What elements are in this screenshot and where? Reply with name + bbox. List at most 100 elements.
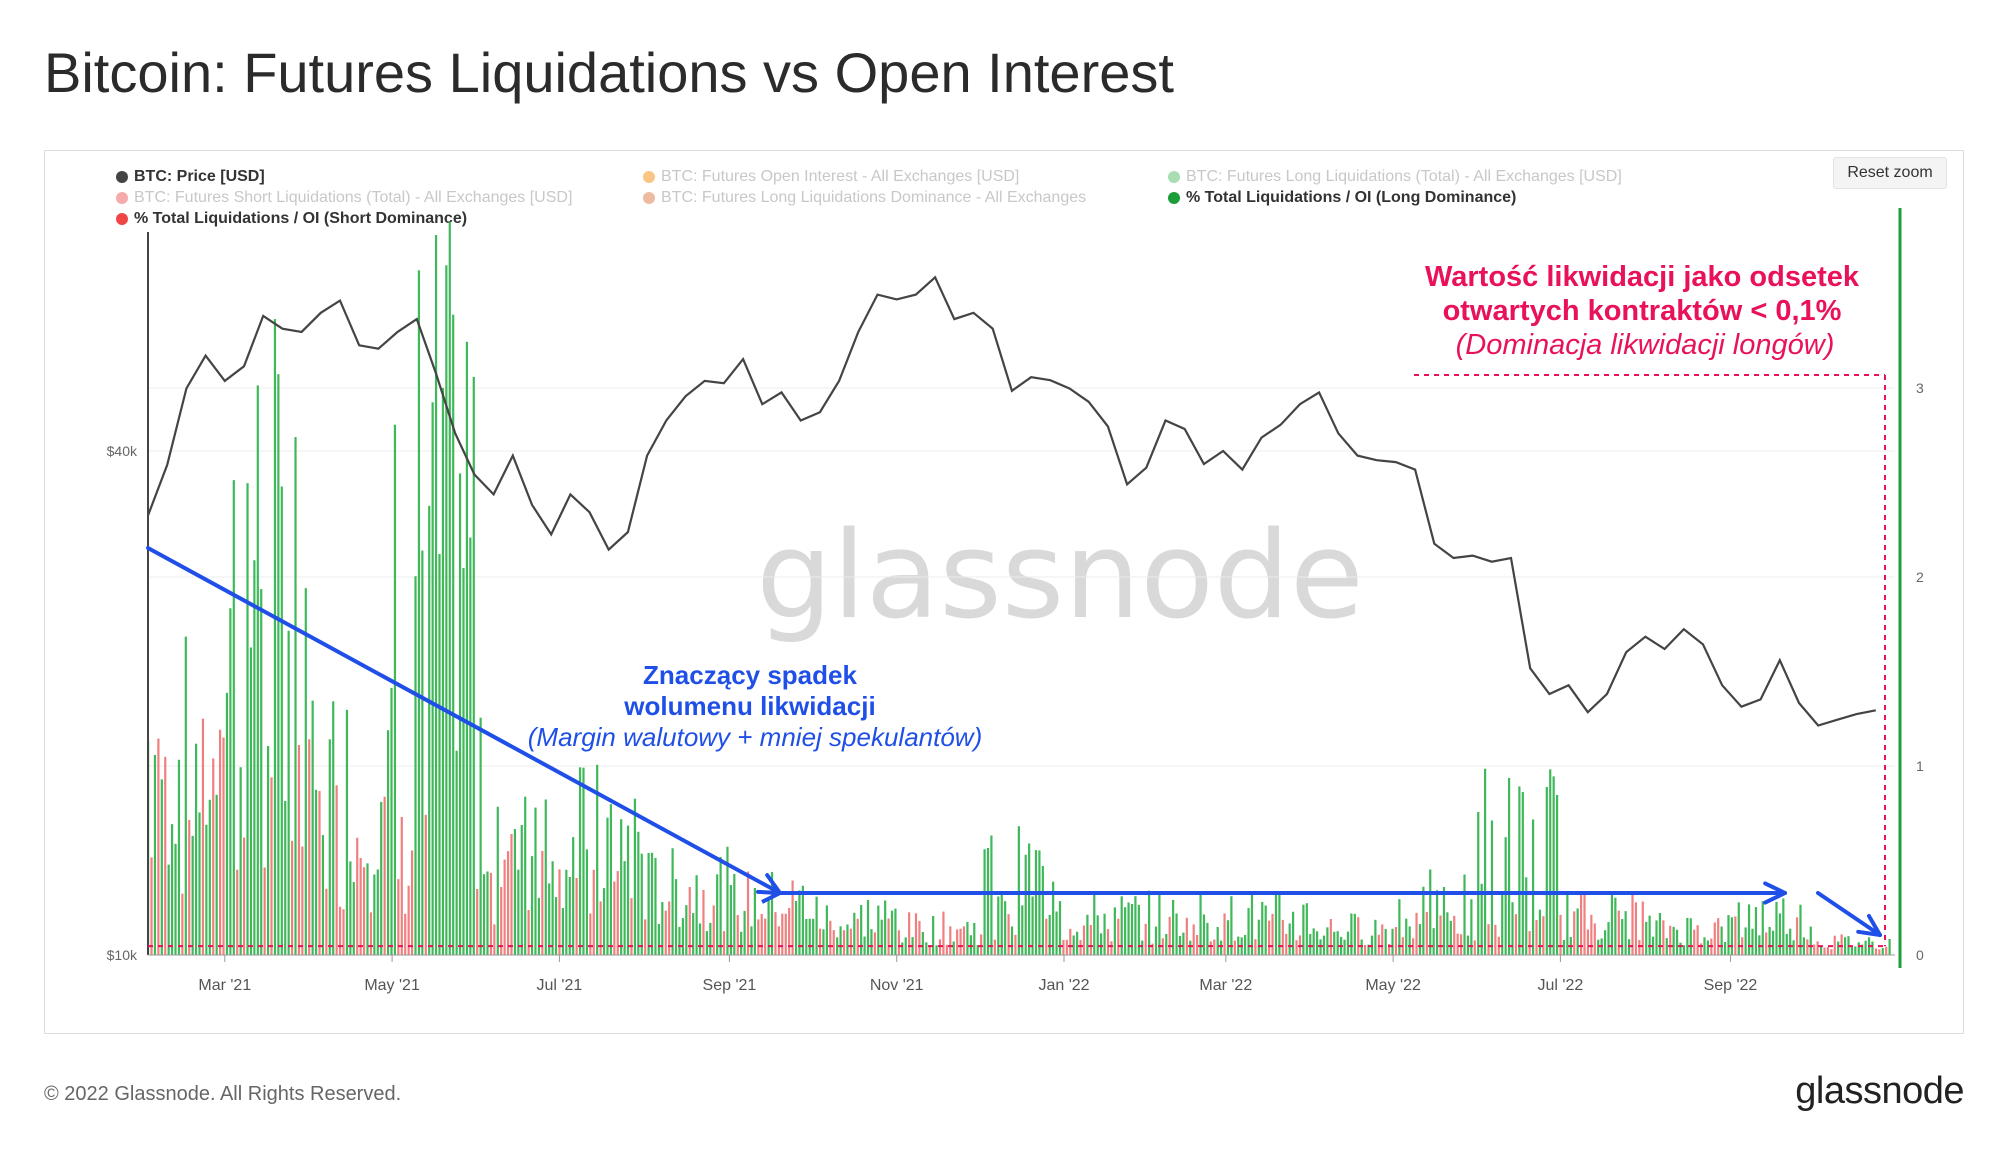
short-dominance-bar	[335, 785, 338, 955]
long-dominance-bar	[1864, 940, 1867, 955]
long-dominance-bar	[1052, 881, 1055, 955]
long-dominance-bar	[1627, 939, 1631, 955]
long-dominance-bar	[695, 875, 698, 955]
long-dominance-bar	[1103, 913, 1106, 955]
reset-zoom-button[interactable]: Reset zoom	[1833, 157, 1947, 189]
x-tick-label: Mar '21	[198, 977, 251, 994]
long-dominance-bar	[1230, 896, 1233, 955]
x-tick-label: May '22	[1365, 977, 1421, 994]
short-dominance-bar	[242, 837, 246, 955]
short-dominance-bar	[383, 796, 386, 955]
long-dominance-bar	[1614, 897, 1617, 955]
long-dominance-bar	[1525, 877, 1528, 955]
long-dominance-bar	[880, 919, 883, 955]
long-dominance-bar	[825, 905, 828, 955]
legend-item-short-liquidations[interactable]: BTC: Futures Short Liquidations (Total) …	[116, 189, 572, 207]
short-dominance-bar	[788, 908, 791, 955]
short-dominance-bar	[784, 913, 787, 955]
long-dominance-bar	[455, 750, 458, 955]
short-dominance-bar	[1439, 915, 1442, 955]
short-dominance-bar	[362, 867, 366, 955]
long-dominance-bar	[1278, 893, 1281, 955]
long-dominance-bar	[1888, 938, 1891, 955]
long-dominance-bar	[990, 835, 993, 955]
long-dominance-bar	[884, 900, 887, 955]
long-dominance-bar	[921, 932, 924, 955]
long-dominance-bar	[260, 589, 263, 955]
long-dominance-bar	[1672, 926, 1675, 955]
legend-item-price[interactable]: BTC: Price [USD]	[116, 168, 265, 186]
short-dominance-bar	[1007, 914, 1010, 955]
long-dominance-bar	[1689, 918, 1692, 955]
legend-item-long-liquidations[interactable]: BTC: Futures Long Liquidations (Total) -…	[1168, 168, 1622, 186]
short-dominance-bar	[1542, 916, 1545, 955]
short-dominance-bar	[842, 930, 846, 955]
long-dominance-bar	[1754, 907, 1758, 955]
long-dominance-bar	[743, 910, 746, 955]
legend-label: BTC: Futures Short Liquidations (Total) …	[134, 189, 573, 206]
long-dominance-bar	[486, 871, 489, 955]
long-dominance-bar	[681, 918, 684, 955]
long-dominance-bar	[441, 387, 445, 955]
long-dominance-bar	[1802, 937, 1806, 955]
short-dominance-bar	[945, 944, 948, 955]
long-dominance-bar	[1405, 918, 1408, 955]
long-dominance-bar	[1785, 934, 1788, 955]
short-dominance-bar	[1806, 939, 1809, 955]
short-dominance-bar	[1638, 940, 1641, 955]
short-dominance-bar	[856, 918, 859, 955]
short-dominance-bar	[599, 901, 602, 955]
long-dominance-bar	[1096, 915, 1099, 955]
short-dominance-bar	[1885, 946, 1888, 955]
short-dominance-bar	[476, 888, 479, 955]
long-dominance-bar	[986, 847, 990, 955]
long-dominance-bar	[1309, 934, 1312, 955]
x-tick-label: Nov '21	[870, 977, 924, 994]
long-dominance-bar	[1778, 913, 1782, 955]
page-title: Bitcoin: Futures Liquidations vs Open In…	[44, 41, 1174, 104]
short-dominance-bar	[1456, 933, 1459, 955]
long-dominance-bar	[925, 942, 928, 955]
long-dominance-bar	[170, 824, 174, 955]
long-dominance-bar	[1751, 928, 1754, 955]
long-dominance-bar	[393, 424, 397, 955]
short-dominance-bar	[410, 850, 414, 955]
long-dominance-bar	[565, 869, 568, 955]
long-dominance-bar	[1720, 926, 1723, 955]
legend-dot-icon	[643, 171, 655, 183]
long-dominance-bar	[1655, 920, 1658, 955]
long-dominance-bar	[1429, 869, 1432, 955]
long-dominance-bar	[952, 941, 955, 955]
legend-item-short-dominance[interactable]: % Total Liquidations / OI (Short Dominan…	[116, 210, 467, 228]
long-dominance-bar	[1305, 903, 1308, 955]
long-dominance-bar	[1130, 904, 1134, 955]
long-dominance-bar	[1199, 894, 1202, 955]
annotation-blue-line1: Znaczący spadek	[643, 660, 857, 690]
long-dominance-bar	[1120, 896, 1123, 955]
short-dominance-bar	[575, 877, 578, 955]
long-dominance-bar	[1028, 843, 1031, 955]
legend-item-open-interest[interactable]: BTC: Futures Open Interest - All Exchang…	[643, 168, 1019, 186]
legend-item-long-dominance[interactable]: % Total Liquidations / OI (Long Dominanc…	[1168, 189, 1516, 207]
short-dominance-bar	[1634, 902, 1638, 955]
long-dominance-bar	[716, 874, 719, 955]
long-dominance-bar	[698, 923, 702, 955]
short-dominance-bar	[908, 912, 911, 955]
legend-item-long-dominance-all[interactable]: BTC: Futures Long Liquidations Dominance…	[643, 189, 1086, 207]
long-dominance-bar	[1549, 769, 1552, 955]
short-dominance-bar	[1281, 919, 1284, 955]
long-dominance-bar	[661, 902, 664, 955]
long-dominance-bar	[544, 799, 547, 955]
long-dominance-bar	[678, 926, 681, 955]
long-dominance-bar	[496, 806, 499, 955]
long-dominance-bar	[1737, 902, 1740, 955]
long-dominance-bar	[1432, 928, 1435, 955]
y-tick-label-right: 1	[1916, 758, 1924, 774]
long-dominance-bar	[1189, 940, 1192, 955]
short-dominance-bar	[527, 910, 530, 955]
long-dominance-bar	[733, 873, 736, 955]
short-dominance-bar	[1795, 917, 1799, 955]
legend-dot-icon	[116, 171, 128, 183]
long-dominance-bar	[386, 730, 390, 955]
short-dominance-bar	[1590, 914, 1593, 955]
